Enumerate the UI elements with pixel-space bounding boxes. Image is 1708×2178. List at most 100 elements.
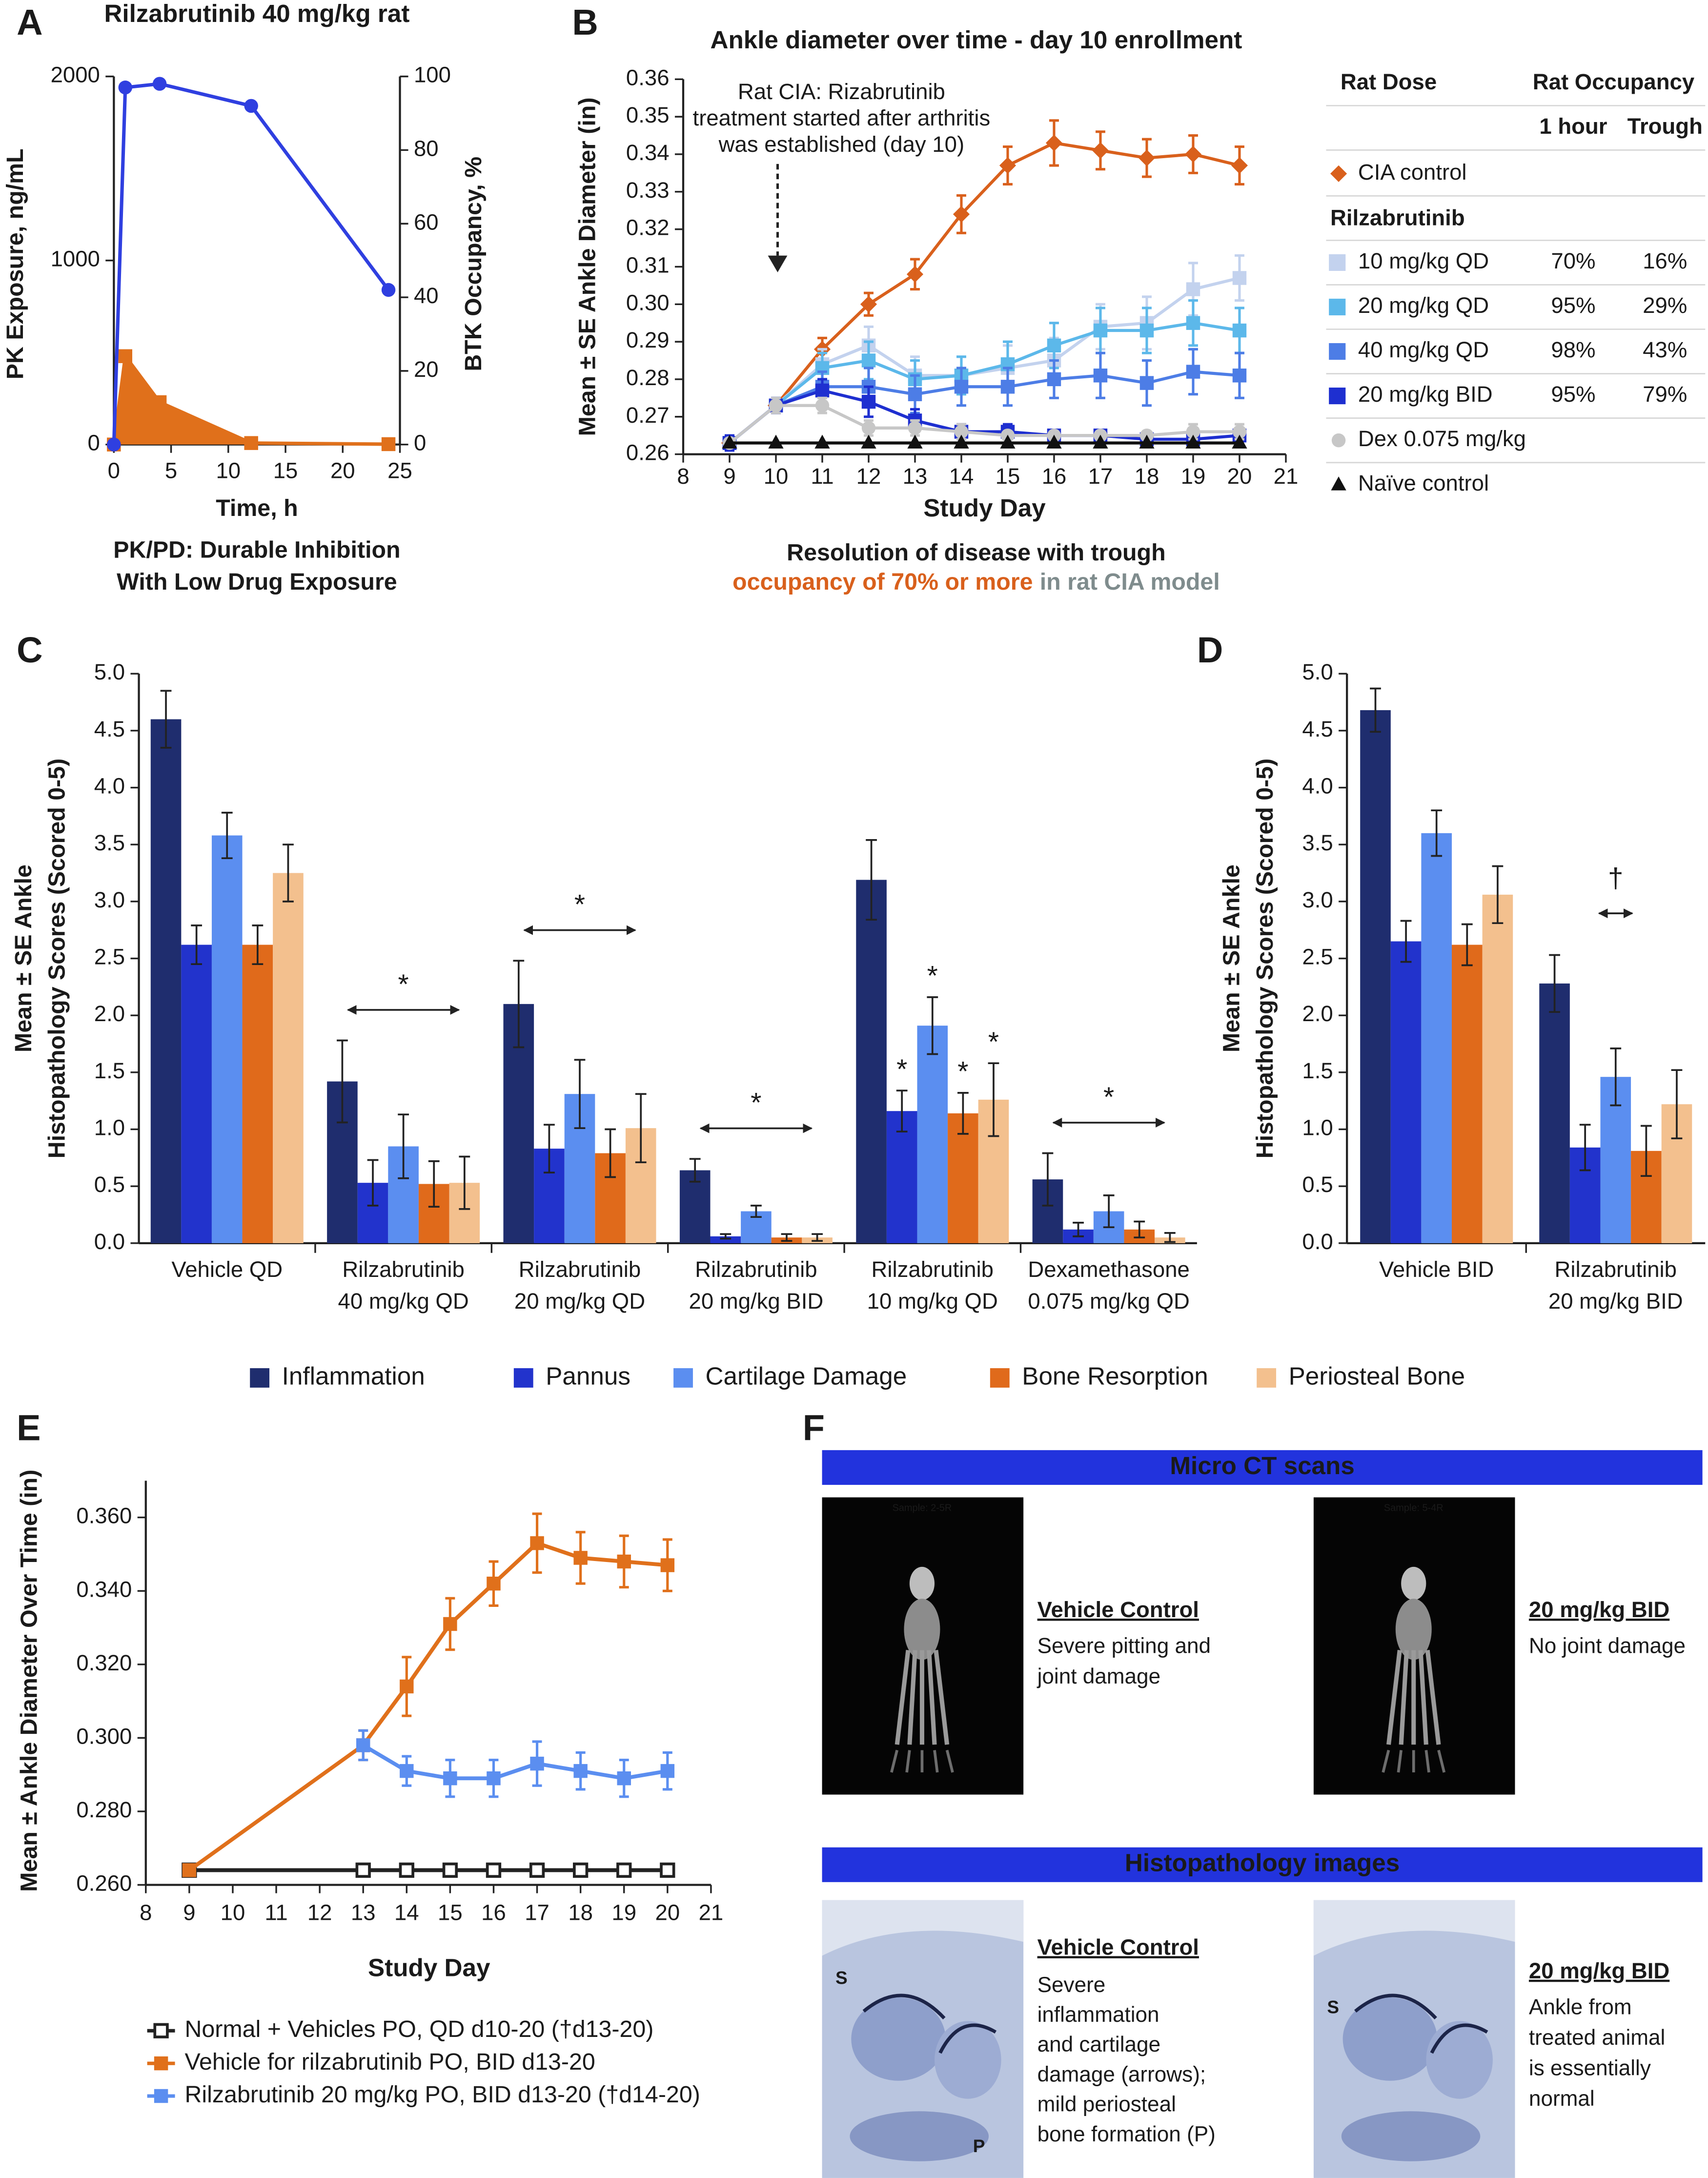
y-tick-label: 1000 (51, 247, 100, 271)
marker (487, 1576, 501, 1591)
x-tick-label: 12 (856, 464, 881, 489)
y-tick-label: 0.32 (626, 215, 670, 240)
marker (1046, 434, 1062, 449)
bar (1360, 710, 1391, 1243)
y-tick-label: 5.0 (1302, 659, 1333, 684)
series-line (729, 276, 1240, 444)
marker (861, 353, 876, 368)
y2-tick-label: 40 (414, 283, 439, 308)
marker (400, 1679, 414, 1694)
image-label: P (973, 2136, 985, 2156)
y2-tick-label: 80 (414, 136, 439, 161)
legend-swatch (1329, 388, 1346, 405)
marker (356, 1738, 370, 1752)
section-header-bar (822, 1450, 1703, 1485)
chart-title: Rilzabrutinib 40 mg/kg rat (104, 0, 409, 27)
significance-mark: * (957, 1056, 968, 1087)
table-header: Rat Dose (1341, 69, 1437, 94)
panel-label: F (803, 1408, 825, 1448)
y-tick-label: 4.5 (1302, 717, 1333, 741)
y-tick-label: 3.0 (94, 887, 125, 912)
y-tick-label: 1.5 (94, 1058, 125, 1083)
caption-line: joint damage (1037, 1664, 1160, 1688)
error-bar (1640, 1125, 1652, 1177)
error-bar (781, 1233, 793, 1242)
x-tick-label: Rilzabrutinib (342, 1257, 464, 1282)
caption-line: Severe pitting and (1037, 1634, 1211, 1658)
marker (118, 349, 133, 363)
ct-bone (895, 1650, 911, 1745)
legend-marker (154, 2089, 168, 2103)
x-tick-label: 10 (221, 1900, 245, 1925)
table-cell: 95% (1551, 382, 1595, 407)
marker (381, 283, 396, 297)
y-axis-label: Histopathology Scores (Scored 0-5) (43, 759, 70, 1159)
marker (355, 1862, 371, 1878)
marker (861, 434, 876, 449)
y-tick-label: 3.5 (1302, 830, 1333, 855)
x-axis-label: Study Day (368, 1954, 490, 1982)
error-bar (927, 996, 938, 1055)
error-bar (1370, 687, 1381, 733)
bar (710, 1236, 741, 1243)
section-header: Micro CT scans (1170, 1452, 1354, 1479)
y-axis-label: Mean ± SE Ankle (1219, 864, 1245, 1052)
ct-bone (1386, 1650, 1402, 1745)
marker (1231, 157, 1248, 174)
ct-bone (909, 1566, 935, 1601)
x-tick-label: Rilzabrutinib (872, 1257, 994, 1282)
ct-bone (904, 1599, 940, 1660)
ct-bone (1399, 1650, 1409, 1745)
marker (107, 437, 121, 452)
marker (1186, 425, 1200, 439)
error-bar (1400, 920, 1412, 963)
marker (769, 398, 783, 412)
y-tick-label: 0.30 (626, 290, 670, 315)
x-tick-label: 9 (183, 1900, 195, 1925)
ct-bone (927, 1650, 937, 1745)
y-tick-label: 2.0 (1302, 1001, 1333, 1026)
y-tick-label: 0.26 (626, 440, 670, 465)
panel-label: D (1197, 630, 1223, 670)
y-tick-label: 5.0 (94, 659, 125, 684)
marker (954, 434, 969, 449)
y2-tick-label: 60 (414, 209, 439, 234)
y-tick-label: 4.5 (94, 717, 125, 741)
legend-swatch (673, 1368, 693, 1388)
histology-tissue (1342, 1997, 1438, 2081)
histology-cartilage (1430, 2023, 1488, 2054)
marker (1093, 369, 1108, 383)
marker (529, 1862, 545, 1878)
x-tick-label: 21 (699, 1900, 724, 1925)
panel-label: E (17, 1408, 41, 1448)
image-label: Sample: 2-5R (893, 1503, 952, 1514)
caption-part: occupancy of 70% or more (732, 569, 1033, 595)
significance-mark: * (988, 1026, 999, 1057)
panel-label: C (17, 630, 42, 670)
x-tick-label: 20 (1227, 464, 1252, 489)
marker (1184, 145, 1202, 163)
histology-tissue (1426, 2021, 1493, 2099)
marker (1186, 282, 1200, 296)
ct-bone (933, 1750, 939, 1773)
y2-axis-label: BTK Occupancy, % (460, 157, 487, 371)
marker (954, 380, 969, 394)
bar (1452, 945, 1483, 1243)
marker (381, 437, 396, 452)
caption: occupancy of 70% or more in rat CIA model (732, 569, 1220, 595)
y-tick-label: 0 (88, 431, 100, 455)
legend-label: Naïve control (1358, 471, 1489, 495)
bar (150, 719, 182, 1243)
y-tick-label: 0.28 (626, 365, 670, 390)
x-tick-label: 19 (611, 1900, 636, 1925)
marker (722, 434, 737, 449)
error-bar (1492, 865, 1504, 925)
x-tick-label: 12 (307, 1900, 332, 1925)
bar (273, 873, 304, 1243)
error-bar (720, 1233, 732, 1240)
legend-swatch (513, 1368, 533, 1388)
legend-marker (1330, 165, 1347, 182)
marker (1232, 369, 1247, 383)
